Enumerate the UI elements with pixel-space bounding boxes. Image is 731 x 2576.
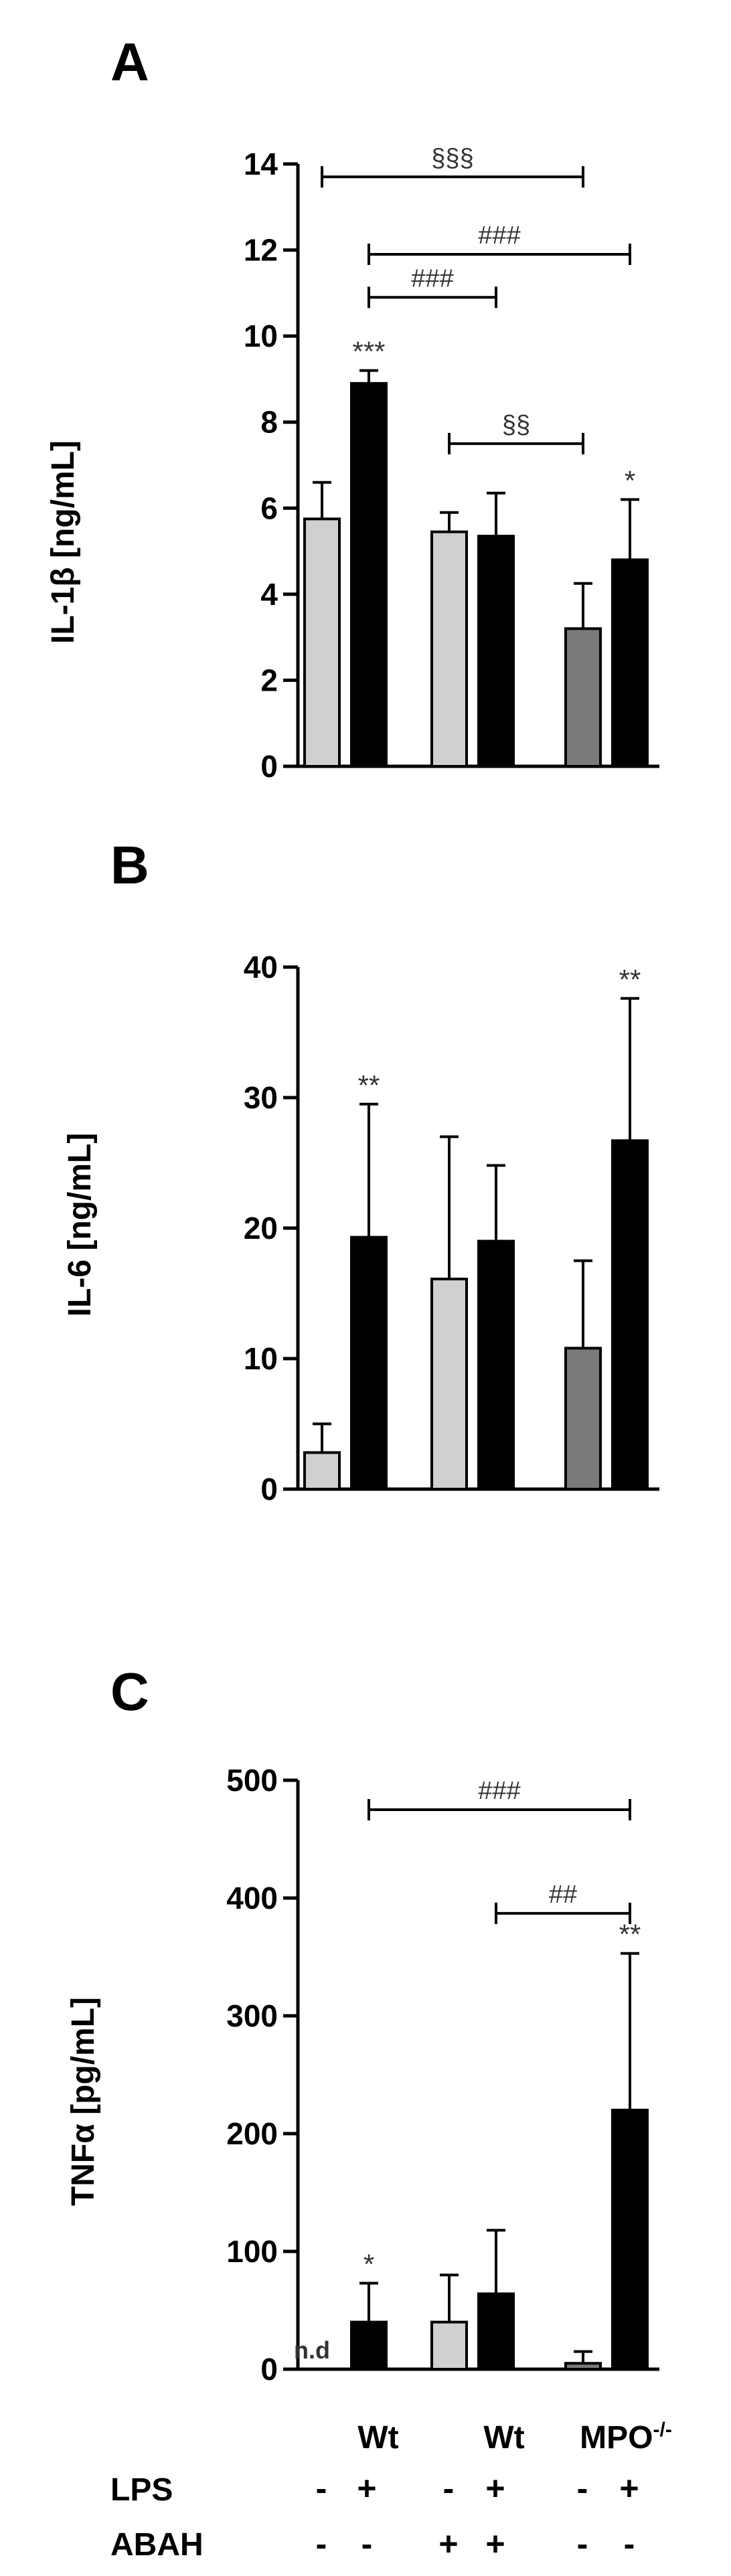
panel-a-bracket-label: §§ xyxy=(502,411,530,439)
panel-a-bar xyxy=(430,530,468,768)
panel-a-ylabel: IL-1β [ng/mL] xyxy=(46,440,81,644)
panel-c-yticks: 0 100 200 300 400 500 xyxy=(226,1763,659,2387)
panel-c-brackets: ##### xyxy=(368,1777,631,1924)
panel-a-ytick-label: 12 xyxy=(244,233,278,268)
panel-b-bar xyxy=(477,1239,515,1490)
group-label-mpo: MPO-/- xyxy=(580,2419,672,2456)
panel-c-bracket-label: ### xyxy=(478,1777,520,1805)
panel-c-ytick-label: 100 xyxy=(226,2234,278,2269)
panel-a-ytick-label: 10 xyxy=(244,319,278,353)
panel-b-ytick-label: 0 xyxy=(260,1472,278,1507)
panel-c-ytick-label: 400 xyxy=(226,1881,278,1915)
abah-sign: - xyxy=(577,2525,588,2563)
panel-b-significance-star: ** xyxy=(358,1069,380,1101)
panel-a-bracket-label: ### xyxy=(478,222,520,250)
panel-a-ytick-label: 6 xyxy=(260,491,278,525)
panel-a-ytick-label: 0 xyxy=(260,749,278,784)
panel-c-ytick-label: 200 xyxy=(226,2116,278,2151)
panel-a-ytick-label: 4 xyxy=(260,577,278,612)
row-label-abah: ABAH xyxy=(110,2527,204,2563)
panel-c-bar xyxy=(350,2320,388,2371)
panel-a-bar xyxy=(350,381,388,768)
panel-a-ytick-label: 8 xyxy=(260,405,278,440)
panel-c-significance-star: * xyxy=(363,2249,374,2280)
panel-c-bar xyxy=(564,2362,602,2371)
panel-b-ylabel: IL-6 [ng/mL] xyxy=(62,1133,98,1317)
panel-a-ytick-label: 14 xyxy=(244,147,278,181)
panel-b-bar xyxy=(564,1347,602,1491)
panel-a-yticks: 0 2 4 6 8 10 12 14 xyxy=(244,147,659,784)
abah-sign: - xyxy=(316,2525,327,2563)
lps-sign: + xyxy=(619,2470,639,2507)
panel-a-bracket-label: ### xyxy=(411,264,453,292)
group-label-wt-2: Wt xyxy=(483,2420,524,2456)
panel-a-bars: **** xyxy=(303,336,649,768)
panel-b: B IL-6 [ng/mL] 0 10 20 30 40 ** ** xyxy=(62,835,659,1507)
lps-sign: - xyxy=(316,2470,327,2507)
panel-c-letter: C xyxy=(110,1662,149,1721)
panel-b-letter: B xyxy=(110,835,149,895)
lps-sign-row: - + - + - + xyxy=(316,2470,639,2507)
panel-c-bracket-label: ## xyxy=(549,1881,577,1909)
panel-c-ytick-label: 0 xyxy=(260,2352,278,2387)
abah-sign: + xyxy=(485,2525,505,2563)
abah-sign: + xyxy=(438,2525,458,2563)
lps-sign: + xyxy=(357,2470,376,2507)
group-labels: Wt Wt MPO-/- LPS ABAH - + - + - + - - + + - - xyxy=(110,2419,672,2563)
lps-sign: + xyxy=(485,2470,505,2507)
panel-c-ylabel: TNFα [pg/mL] xyxy=(66,1997,101,2206)
panel-b-ytick-label: 30 xyxy=(244,1080,278,1115)
panel-a-bar xyxy=(477,535,515,768)
panel-b-bar xyxy=(303,1451,341,1490)
panel-c-ytick-label: 300 xyxy=(226,1998,278,2033)
panel-c-bar xyxy=(477,2292,515,2371)
panel-b-significance-star: ** xyxy=(619,964,641,995)
panel-a-letter: A xyxy=(110,32,149,92)
panel-c-bars: n.d*** xyxy=(294,1919,649,2371)
group-label-wt-1: Wt xyxy=(357,2420,398,2456)
panel-c-bar xyxy=(430,2320,468,2371)
panel-c-ytick-label: 500 xyxy=(226,1763,278,1798)
panel-a-bracket-label: §§§ xyxy=(431,144,473,172)
panel-a-bar xyxy=(564,627,602,768)
panel-a-bar xyxy=(611,558,649,768)
panel-b-bar xyxy=(611,1139,649,1490)
panel-b-ytick-label: 20 xyxy=(244,1211,278,1246)
group-label-mpo-superscript: -/- xyxy=(653,2419,672,2441)
abah-sign: - xyxy=(361,2525,373,2563)
panel-b-ytick-label: 40 xyxy=(244,950,278,984)
panel-b-bars: ** ** xyxy=(303,964,649,1491)
panel-c-bar xyxy=(611,2108,649,2371)
panel-a-significance-star: * xyxy=(625,464,635,496)
panel-a-significance-star: *** xyxy=(352,336,385,367)
abah-sign-row: - - + + - - xyxy=(316,2525,635,2563)
panel-b-bar xyxy=(350,1235,388,1491)
row-label-lps: LPS xyxy=(110,2472,173,2508)
lps-sign: - xyxy=(577,2470,588,2507)
panel-a-ytick-label: 2 xyxy=(260,663,278,697)
panel-c-bar-label: n.d xyxy=(294,2336,330,2364)
lps-sign: - xyxy=(443,2470,455,2507)
abah-sign: - xyxy=(624,2525,635,2563)
panel-b-bar xyxy=(430,1278,468,1491)
panel-a-bar xyxy=(303,517,341,768)
panel-b-ytick-label: 10 xyxy=(244,1341,278,1376)
panel-a-brackets: §§§ ### ### §§ xyxy=(321,144,631,454)
